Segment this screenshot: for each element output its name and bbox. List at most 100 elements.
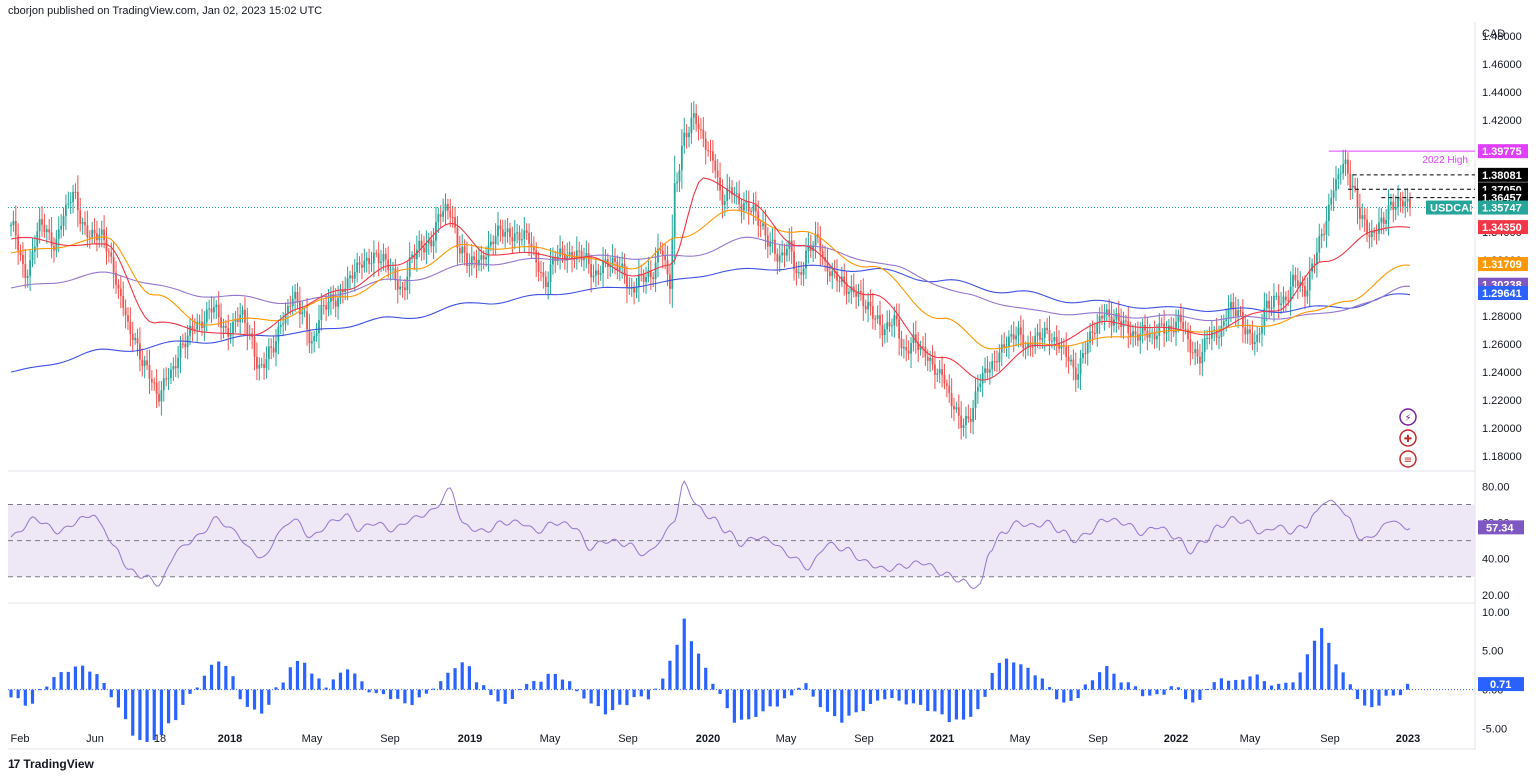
hist-bar bbox=[1004, 658, 1009, 690]
candle-body bbox=[1373, 231, 1376, 233]
candle-body bbox=[24, 263, 27, 279]
candle-body bbox=[115, 272, 117, 285]
candle-body bbox=[475, 259, 478, 266]
price-axis[interactable]: CAD1.480001.460001.440001.420001.400001.… bbox=[1482, 28, 1522, 736]
candle-body bbox=[96, 233, 98, 241]
hist-bar bbox=[66, 671, 70, 690]
candle-body bbox=[876, 315, 879, 319]
candle-body bbox=[721, 190, 724, 205]
candle-body bbox=[1409, 198, 1411, 209]
candle-body bbox=[1077, 374, 1080, 380]
candle-body bbox=[1053, 337, 1056, 341]
candle-body bbox=[267, 346, 270, 360]
price-pane[interactable]: 2022 High bbox=[8, 101, 1475, 440]
candle-body bbox=[1160, 323, 1163, 325]
hist-bar bbox=[1055, 689, 1059, 700]
candle-body bbox=[150, 378, 153, 383]
candle-body bbox=[1148, 333, 1151, 338]
candle-body bbox=[279, 324, 282, 327]
event-icons[interactable]: ⚡ ✚ ≡ bbox=[1399, 408, 1417, 468]
candle-body bbox=[554, 257, 557, 262]
candle-body bbox=[55, 238, 58, 251]
hist-bar bbox=[38, 689, 42, 691]
candle-body bbox=[313, 335, 316, 342]
candle-body bbox=[415, 249, 418, 260]
candle-body bbox=[437, 214, 440, 222]
hist-bar bbox=[1098, 672, 1102, 690]
candle-body bbox=[1282, 296, 1285, 304]
candle-body bbox=[1105, 309, 1108, 315]
candle-body bbox=[1244, 327, 1247, 335]
candle-body bbox=[680, 145, 683, 171]
hist-bar bbox=[761, 689, 765, 712]
hist-bar bbox=[560, 679, 565, 690]
candle-body bbox=[248, 333, 251, 336]
rsi-pane[interactable] bbox=[8, 480, 1475, 589]
candle-body bbox=[38, 219, 41, 232]
candle-body bbox=[29, 260, 31, 277]
candle-body bbox=[695, 113, 698, 124]
hist-bar bbox=[1226, 680, 1231, 690]
hist-bar bbox=[188, 689, 192, 694]
candle-body bbox=[1342, 163, 1345, 174]
candle-body bbox=[984, 368, 986, 373]
hist-bar bbox=[568, 681, 572, 690]
candle-body bbox=[1199, 356, 1201, 364]
candle-body bbox=[310, 341, 313, 344]
hist-bar bbox=[510, 689, 514, 699]
histogram-pane[interactable] bbox=[8, 618, 1475, 742]
candle-body bbox=[621, 263, 624, 268]
candle-body bbox=[435, 221, 437, 241]
candle-body bbox=[659, 248, 662, 251]
candle-body bbox=[969, 418, 972, 422]
hist-bar bbox=[782, 689, 787, 699]
tradingview-logo[interactable]: 17 TradingView bbox=[8, 757, 94, 771]
hist-bar bbox=[1141, 689, 1145, 697]
candle-body bbox=[974, 391, 977, 409]
candle-body bbox=[363, 260, 366, 268]
candle-body bbox=[783, 252, 786, 256]
candle-body bbox=[1110, 316, 1113, 326]
candle-body bbox=[649, 270, 652, 277]
hist-bar bbox=[23, 689, 27, 706]
candle-body bbox=[1039, 332, 1041, 340]
candle-body bbox=[953, 406, 955, 410]
candle-body bbox=[910, 343, 912, 354]
time-tick-label: May bbox=[540, 733, 561, 745]
candle-body bbox=[707, 149, 710, 151]
candle-body bbox=[862, 292, 865, 307]
candle-body bbox=[84, 222, 86, 226]
candle-body bbox=[480, 255, 483, 260]
hist-bar bbox=[976, 689, 980, 710]
candle-body bbox=[179, 343, 182, 358]
time-axis[interactable]: Feb Jun 18 2018 May Sep 2019 May Sep 2020 May Sep 20… bbox=[11, 733, 1421, 745]
candle-body bbox=[425, 243, 428, 253]
candle-body bbox=[303, 311, 306, 313]
candle-body bbox=[585, 253, 588, 259]
candle-body bbox=[107, 251, 110, 253]
hist-bar bbox=[1105, 666, 1109, 690]
candle-body bbox=[540, 271, 542, 273]
candle-body bbox=[530, 243, 533, 248]
candle-body bbox=[1012, 334, 1015, 340]
currency-label: CAD bbox=[1482, 28, 1505, 40]
candle-body bbox=[1218, 336, 1220, 338]
candle-body bbox=[1115, 313, 1118, 320]
candle-body bbox=[599, 273, 602, 275]
hist-bar bbox=[689, 641, 694, 690]
candle-body bbox=[965, 416, 967, 425]
candle-body bbox=[1093, 333, 1096, 335]
hist-bar bbox=[145, 689, 149, 742]
candle-body bbox=[664, 256, 667, 261]
candle-body bbox=[1273, 296, 1275, 308]
candle-body bbox=[1349, 173, 1352, 188]
candle-body bbox=[1306, 290, 1309, 297]
candle-body bbox=[1086, 342, 1089, 354]
candle-body bbox=[702, 129, 705, 139]
candle-body bbox=[891, 325, 893, 327]
candle-body bbox=[1015, 335, 1017, 340]
candle-body bbox=[1325, 221, 1328, 235]
hist-bar bbox=[424, 689, 429, 694]
candle-body bbox=[914, 334, 917, 343]
